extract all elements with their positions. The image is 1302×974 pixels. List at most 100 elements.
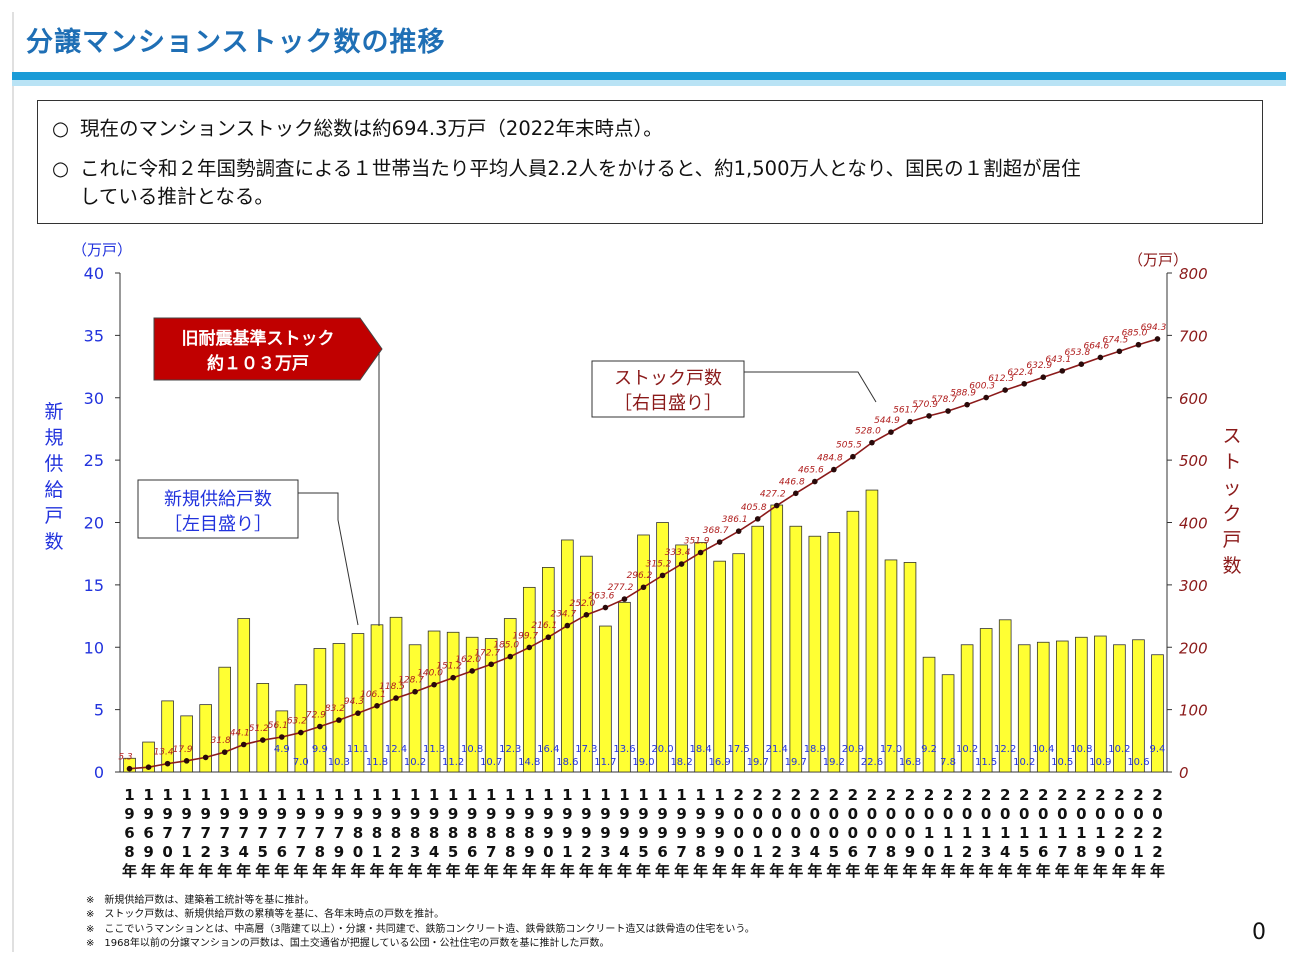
x-tick-label-char: 年 [522,862,537,880]
x-tick-label-char: 9 [581,805,591,823]
supply-value-label: 10.2 [1108,744,1130,755]
x-tick-label-char: 1 [467,786,477,804]
x-tick-label-char: 年 [1150,862,1165,880]
x-tick-label-char: 0 [962,805,972,823]
left-tick-label: 25 [84,451,104,470]
stock-point [850,453,856,460]
supply-bar [827,532,841,773]
stock-point [716,539,723,545]
x-tick-label-char: 5 [638,843,648,861]
x-tick-label-char: 0 [353,843,363,861]
stock-point [298,729,304,736]
left-tick-label: 10 [84,638,104,657]
stock-value-label: 17.9 [173,745,193,755]
supply-bar [522,586,536,773]
stock-point [1040,374,1047,381]
x-tick-label-char: 1 [981,824,991,842]
x-tick-label-char: 年 [465,862,480,880]
supply-bar [313,648,327,773]
stock-value-label: 94.3 [344,697,364,707]
stock-value-label: 56.1 [268,721,288,731]
supply-bar [979,628,993,773]
supply-bar [218,666,232,773]
x-tick-label-char: 年 [503,862,518,880]
x-tick-label-char: 1 [943,843,953,861]
stock-point [145,764,152,770]
x-tick-label-char: 3 [410,843,420,861]
x-tick-label-char: 8 [886,843,896,861]
right-axis-title-char: ク [1222,503,1241,525]
supply-bar [1151,654,1164,773]
x-tick-label-char: 9 [619,805,629,823]
stock-value-label: 685.0 [1122,329,1148,339]
left-tick-label: 5 [94,701,104,720]
supply-value-label: 11.5 [975,757,997,768]
stock-callout-box [591,360,745,418]
stock-callout-text: ［右目盛り］ [614,393,722,414]
x-tick-label-char: 1 [372,843,382,861]
x-tick-label-char: 9 [524,805,534,823]
supply-value-label: 11.2 [442,757,464,768]
x-tick-label-char: 年 [331,862,346,880]
supply-bar [294,684,308,773]
supply-bar [656,522,669,773]
x-tick-label-char: 2 [1057,786,1067,804]
x-tick-label-char: 9 [448,805,458,823]
stock-point [926,413,932,419]
footnotes: ※ 新規供給戸数は、建築着工統計等を基に推計。 ※ ストック戸数は、新規供給戸数… [86,894,755,951]
x-tick-label-char: 0 [162,843,172,861]
stock-callout-pointer [744,371,877,403]
supply-bar [1017,644,1031,773]
supply-bar [1055,640,1069,773]
x-tick-label-char: 1 [334,786,344,804]
x-tick-label-char: 9 [410,805,420,823]
x-tick-label-char: 7 [296,824,306,842]
x-tick-label-char: 1 [410,786,420,804]
x-tick-label-char: 8 [467,824,477,842]
x-tick-label-char: 年 [293,862,308,880]
stock-value-label: 151.2 [436,662,462,672]
supply-bar [408,644,422,773]
stock-point [183,758,190,764]
x-tick-label-char: 2 [1019,786,1029,804]
stock-value-label: 162.0 [455,655,481,665]
stock-value-label: 333.4 [665,548,691,558]
stock-value-label: 528.0 [855,427,881,437]
stock-value-label: 588.9 [950,389,976,399]
stock-point [754,516,761,522]
x-tick-label-char: 9 [258,805,268,823]
stock-point [336,717,342,723]
x-tick-label-char: 0 [1038,805,1048,823]
stock-value-label: 315.2 [646,559,672,569]
x-tick-label-char: 年 [141,862,156,880]
x-tick-label-char: 6 [657,843,667,861]
x-tick-label-char: 8 [124,843,134,861]
stock-point [202,754,209,761]
supply-value-label: 10.9 [1089,757,1111,768]
x-tick-label-char: 1 [562,843,572,861]
stock-point [469,668,475,674]
page-title: 分譲マンションストック数の推移 [26,27,446,58]
right-unit-label: （万戸） [1128,251,1188,269]
left-axis-title-char: 数 [44,531,63,553]
stock-point [602,604,609,611]
x-tick-label-char: 9 [581,824,591,842]
stock-value-label: 44.1 [230,728,250,738]
x-tick-label-char: 0 [733,805,743,823]
x-tick-label-char: 0 [772,805,782,823]
stock-value-label: 570.9 [912,400,938,410]
supply-value-label: 18.9 [804,744,826,755]
x-tick-label-char: 年 [236,862,251,880]
x-tick-label-char: 1 [315,786,325,804]
x-tick-label-char: 1 [619,786,629,804]
x-tick-label-char: 9 [486,805,496,823]
stock-point [1116,348,1123,355]
x-tick-label-char: 5 [258,843,268,861]
supply-bar [1132,639,1145,773]
supply-value-label: 12.4 [385,744,407,755]
stock-point [374,703,380,709]
x-tick-label-char: 9 [657,805,667,823]
supply-bar [446,631,460,773]
bullet-mark: ○ [52,117,70,140]
x-tick-label-char: 年 [160,862,175,880]
